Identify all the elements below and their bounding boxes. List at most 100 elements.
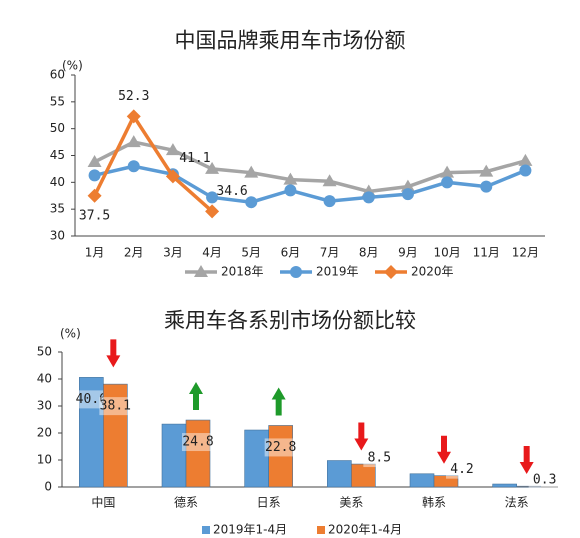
x-tick-label: 6月 <box>281 246 301 260</box>
point <box>480 180 493 193</box>
data-label: 22.8 <box>265 440 296 455</box>
data-label: 40.6 <box>76 392 107 407</box>
point <box>284 184 297 197</box>
data-label: 34.6 <box>216 184 247 199</box>
chart-title: 乘用车各系别市场份额比较 <box>164 309 416 333</box>
x-tick-label: 10月 <box>433 246 460 260</box>
label-bg <box>264 438 297 457</box>
legend-label: 2019年1-4月 <box>213 523 287 537</box>
label-bg <box>528 471 561 490</box>
point <box>323 195 336 208</box>
y-tick-label: 30 <box>50 229 65 243</box>
point <box>88 169 101 182</box>
x-tick-label: 1月 <box>85 246 105 260</box>
label-bg <box>75 390 108 409</box>
legend-label: 2018年 <box>221 265 264 279</box>
point <box>205 204 220 219</box>
y-tick-label: 45 <box>50 148 65 162</box>
x-tick-label: 4月 <box>202 246 222 260</box>
bar <box>103 383 128 488</box>
y-tick-label: 20 <box>37 426 52 440</box>
x-tick-label: 11月 <box>473 246 500 260</box>
bar <box>327 460 352 488</box>
bar <box>185 419 211 488</box>
point <box>244 165 259 178</box>
bar <box>516 485 541 488</box>
point <box>479 164 494 177</box>
point <box>126 109 141 124</box>
line <box>93 140 526 194</box>
bar <box>351 463 376 488</box>
x-tick-label: 8月 <box>359 246 379 260</box>
y-tick-label: 10 <box>37 453 52 467</box>
y-tick-label: 60 <box>50 68 65 82</box>
y-tick-label: 50 <box>37 345 52 359</box>
x-tick-label: 9月 <box>398 246 418 260</box>
y-tick-label: 40 <box>37 372 52 386</box>
data-label: 8.5 <box>368 451 391 466</box>
chart-title: 中国品牌乘用车市场份额 <box>175 29 406 53</box>
legend-label: 2020年1-4月 <box>328 523 402 537</box>
change-arrow <box>354 422 369 451</box>
bar <box>161 423 187 488</box>
point <box>400 179 415 192</box>
point <box>165 143 180 156</box>
bar <box>244 429 269 488</box>
x-tick-label: 5月 <box>241 246 261 260</box>
x-tick-label: 7月 <box>320 246 340 260</box>
change-arrow <box>271 387 286 416</box>
y-tick-label: 30 <box>37 399 52 413</box>
y-tick-label: 40 <box>50 175 65 189</box>
point <box>127 160 140 173</box>
x-tick-label: 2月 <box>124 246 144 260</box>
legend-label: 2019年 <box>316 265 359 279</box>
point <box>205 161 220 174</box>
x-tick-label: 德系 <box>174 495 198 510</box>
point <box>384 265 398 279</box>
data-label: 38.1 <box>100 399 131 414</box>
point <box>206 191 219 204</box>
x-tick-label: 3月 <box>163 246 183 260</box>
data-label: 52.3 <box>118 89 149 104</box>
legend-label: 2020年 <box>411 265 454 279</box>
y-tick-label: 50 <box>50 121 65 135</box>
point <box>518 153 533 166</box>
point <box>194 265 208 277</box>
legend-swatch <box>317 526 325 534</box>
label-bg <box>363 449 396 468</box>
change-arrow <box>437 435 451 464</box>
bar <box>409 473 435 488</box>
point <box>401 188 414 201</box>
point <box>322 174 337 187</box>
point <box>362 191 375 204</box>
y-tick-label: 55 <box>50 94 65 108</box>
data-label: 4.2 <box>450 462 473 477</box>
label-bg <box>182 433 214 452</box>
x-tick-label: 日系 <box>257 496 281 510</box>
x-tick-label: 韩系 <box>422 495 446 510</box>
data-label: 41.1 <box>179 151 210 166</box>
point <box>283 172 298 185</box>
point <box>245 196 258 209</box>
data-label: 37.5 <box>79 208 110 223</box>
x-tick-label: 美系 <box>339 496 363 510</box>
x-tick-label: 12月 <box>512 246 539 260</box>
y-tick-label: 0 <box>44 480 52 494</box>
point <box>441 176 454 189</box>
x-tick-label: 中国 <box>91 495 115 510</box>
point <box>126 135 141 148</box>
point <box>165 169 180 184</box>
change-arrow <box>519 446 534 475</box>
y-tick-label: 35 <box>50 202 65 216</box>
change-arrow <box>189 382 203 411</box>
bar <box>268 425 293 488</box>
change-arrow <box>106 339 121 368</box>
line <box>94 164 527 204</box>
point <box>290 266 302 278</box>
data-label: 0.3 <box>533 473 556 488</box>
data-label: 24.8 <box>182 435 213 450</box>
point <box>87 154 102 167</box>
point <box>519 164 532 177</box>
label-bg <box>446 460 478 479</box>
